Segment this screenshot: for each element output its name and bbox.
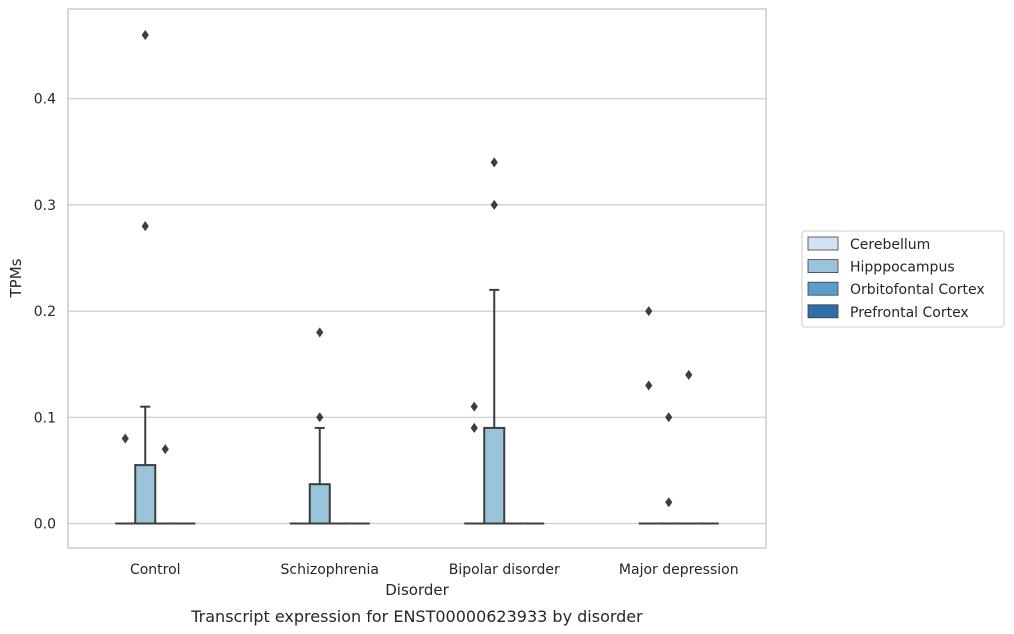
- box-group: [134, 29, 157, 525]
- legend-label: Cerebellum: [850, 237, 930, 253]
- outlier-point: [645, 306, 653, 317]
- outlier-point: [121, 433, 129, 444]
- y-tick-label: 0.1: [34, 410, 56, 426]
- legend-frame: [801, 230, 1005, 328]
- legend-swatch: [807, 304, 839, 319]
- legend-label: Prefrontal Cortex: [850, 305, 969, 321]
- legend-swatch: [807, 281, 839, 296]
- x-tick-label: Schizophrenia: [281, 562, 379, 578]
- x-tick-label: Bipolar disorder: [449, 562, 560, 578]
- outlier-point: [645, 380, 653, 391]
- x-tick-label: Major depression: [619, 562, 739, 578]
- x-tick-labels: Control Schizophrenia Bipolar disorder Majo…: [130, 562, 739, 578]
- legend: Cerebellum Hipppocampus Orbitofontal Corte…: [801, 230, 1005, 328]
- plot-frame: [67, 8, 767, 549]
- y-axis-title: TPMs: [7, 258, 25, 298]
- box-group: [483, 157, 506, 525]
- legend-swatch: [807, 259, 839, 274]
- box-group: [308, 327, 331, 525]
- outlier-point: [685, 369, 693, 380]
- box: [308, 483, 331, 525]
- outlier-point: [141, 29, 149, 40]
- legend-label: Orbitofontal Cortex: [850, 282, 985, 298]
- y-tick-label: 0.3: [34, 198, 56, 214]
- outlier-point: [161, 444, 169, 455]
- box-group: [658, 412, 679, 525]
- outlier-point: [470, 401, 478, 412]
- y-tick-label: 0.2: [34, 304, 56, 320]
- box-group: [155, 444, 176, 525]
- outlier-point: [316, 327, 324, 338]
- outlier-point: [141, 221, 149, 232]
- box: [134, 464, 157, 525]
- y-tick-labels: 0.0 0.1 0.2 0.3 0.4: [34, 92, 56, 533]
- box-group: [115, 433, 136, 525]
- outlier-point: [665, 497, 673, 508]
- x-axis-title: Disorder: [385, 581, 449, 599]
- legend-swatch: [807, 236, 839, 251]
- outlier-point: [490, 157, 498, 168]
- boxes-layer: [115, 29, 719, 525]
- box-group: [638, 306, 659, 525]
- figure-caption: Transcript expression for ENST0000062393…: [190, 607, 643, 626]
- legend-label: Hipppocampus: [850, 260, 955, 276]
- y-tick-label: 0.4: [34, 92, 56, 108]
- outlier-point: [470, 422, 478, 433]
- box-group: [678, 369, 699, 525]
- outlier-point: [316, 412, 324, 423]
- x-tick-label: Control: [130, 562, 181, 578]
- box-group: [464, 401, 485, 525]
- outlier-point: [665, 412, 673, 423]
- outlier-point: [490, 199, 498, 210]
- box: [483, 426, 506, 525]
- y-tick-label: 0.0: [34, 517, 56, 533]
